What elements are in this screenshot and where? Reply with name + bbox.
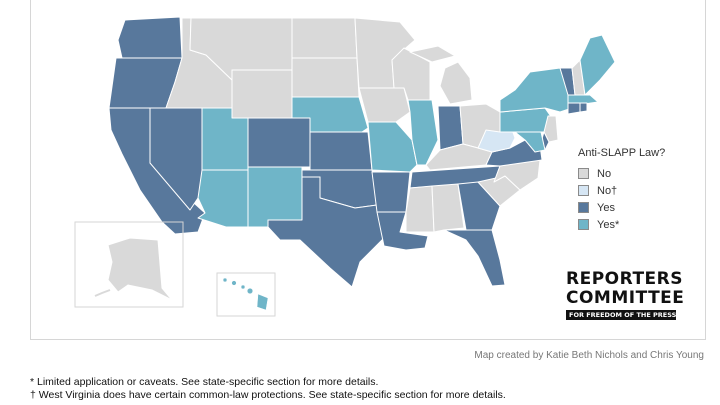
state-hi-big[interactable] xyxy=(256,293,269,311)
legend-item-yes-star: Yes* xyxy=(578,216,665,233)
legend-item-yes: Yes xyxy=(578,199,665,216)
us-map xyxy=(74,16,616,317)
state-in[interactable] xyxy=(437,105,464,151)
state-al[interactable] xyxy=(431,183,465,233)
logo-line2: COMMITTEE xyxy=(566,288,685,308)
alaska-inset-frame xyxy=(74,221,184,308)
state-az[interactable] xyxy=(197,169,249,228)
legend-item-no: No xyxy=(578,165,665,182)
legend-swatch-yes xyxy=(578,202,589,213)
state-hi-3[interactable] xyxy=(240,284,246,290)
state-ma[interactable] xyxy=(567,94,599,105)
state-mi-up[interactable] xyxy=(409,45,456,63)
state-mi[interactable] xyxy=(439,61,473,105)
state-wa[interactable] xyxy=(117,16,183,59)
state-wy[interactable] xyxy=(231,69,293,119)
alaska-islands xyxy=(94,289,111,297)
map-credit: Map created by Katie Beth Nichols and Ch… xyxy=(474,350,704,361)
state-hi-1[interactable] xyxy=(222,277,228,283)
state-ri[interactable] xyxy=(579,102,588,113)
legend-swatch-no xyxy=(578,168,589,179)
state-hi-4[interactable] xyxy=(246,287,254,295)
state-me[interactable] xyxy=(579,34,616,96)
state-hi-2[interactable] xyxy=(231,280,237,286)
legend-label-yes-star: Yes* xyxy=(597,218,620,231)
footnote-dagger: † West Virginia does have certain common… xyxy=(30,389,506,401)
state-ia[interactable] xyxy=(358,87,411,123)
legend-label-no: No xyxy=(597,167,612,180)
state-il[interactable] xyxy=(407,99,439,166)
footnotes: * Limited application or caveats. See st… xyxy=(30,376,506,402)
state-ny[interactable] xyxy=(499,67,573,113)
state-sd[interactable] xyxy=(291,57,360,98)
legend-swatch-no-dagger xyxy=(578,185,589,196)
state-nm[interactable] xyxy=(247,166,303,228)
state-ar[interactable] xyxy=(371,171,411,213)
state-ak[interactable] xyxy=(107,237,173,301)
state-ks[interactable] xyxy=(309,131,373,171)
state-nd[interactable] xyxy=(291,17,358,59)
logo-line1: REPORTERS xyxy=(566,269,683,289)
logo-tagline: FOR FREEDOM OF THE PRESS xyxy=(566,310,676,320)
legend-title: Anti-SLAPP Law? xyxy=(578,147,666,159)
legend-label-yes: Yes xyxy=(597,201,615,214)
state-md[interactable] xyxy=(514,131,546,153)
state-ct[interactable] xyxy=(567,102,581,115)
legend-swatch-yes-star xyxy=(578,219,589,230)
state-fl[interactable] xyxy=(443,229,506,287)
state-nj[interactable] xyxy=(543,115,559,143)
state-co[interactable] xyxy=(247,117,311,168)
state-la[interactable] xyxy=(376,211,429,251)
legend-label-no-dagger: No† xyxy=(597,184,618,197)
legend: Anti-SLAPP Law? No No† Yes Yes* xyxy=(578,147,665,233)
rcfp-logo: REPORTERS COMMITTEE FOR FREEDOM OF THE P… xyxy=(566,269,685,320)
state-tx[interactable] xyxy=(267,176,385,288)
hawaii-inset-frame xyxy=(216,272,276,317)
footnote-asterisk: * Limited application or caveats. See st… xyxy=(30,376,379,388)
state-ga[interactable] xyxy=(457,181,501,231)
state-ms[interactable] xyxy=(405,185,435,233)
legend-item-no-dagger: No† xyxy=(578,182,665,199)
state-mo[interactable] xyxy=(367,121,418,173)
